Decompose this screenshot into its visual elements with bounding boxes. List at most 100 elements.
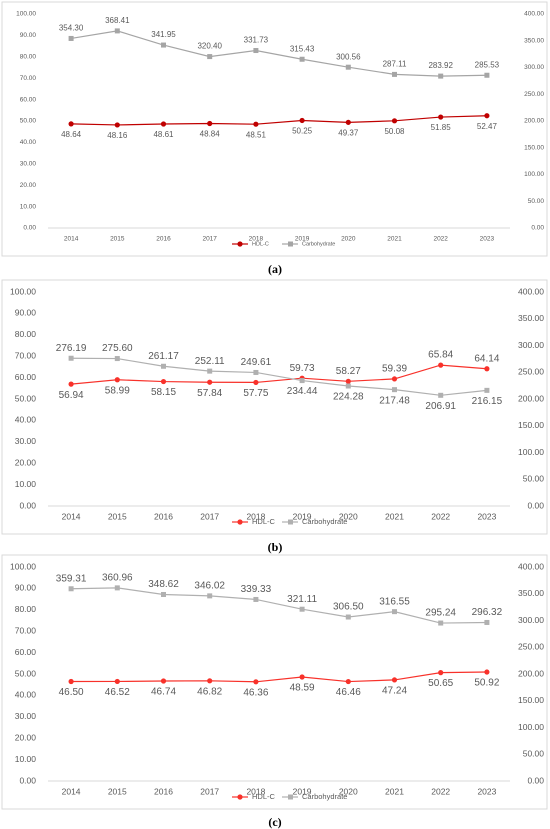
y2-tick-label: 300.00 bbox=[518, 340, 544, 350]
x-tick-label: 2019 bbox=[293, 511, 312, 521]
y2-tick-label: 300.00 bbox=[518, 615, 544, 625]
y-tick-label: 50.00 bbox=[15, 668, 37, 678]
marker bbox=[207, 678, 213, 684]
y2-tick-label: 50.00 bbox=[523, 749, 545, 759]
marker bbox=[345, 614, 351, 620]
marker bbox=[207, 54, 213, 60]
data-label: 206.91 bbox=[425, 401, 456, 412]
y2-tick-label: 400.00 bbox=[518, 561, 544, 571]
y-tick-label: 10.00 bbox=[20, 203, 37, 210]
marker bbox=[391, 376, 398, 382]
data-label: 348.62 bbox=[148, 579, 179, 590]
data-label: 48.64 bbox=[61, 130, 82, 139]
y-tick-label: 20.00 bbox=[20, 182, 37, 189]
marker bbox=[299, 56, 305, 62]
marker bbox=[160, 678, 167, 684]
x-tick-label: 2014 bbox=[62, 511, 81, 521]
x-tick-label: 2017 bbox=[202, 236, 217, 243]
marker bbox=[253, 369, 259, 375]
marker bbox=[299, 674, 305, 680]
y2-tick-label: 250.00 bbox=[518, 367, 544, 377]
marker bbox=[484, 72, 490, 78]
data-label: 275.60 bbox=[102, 343, 133, 354]
legend-marker bbox=[237, 519, 243, 525]
marker bbox=[484, 387, 490, 393]
data-label: 51.85 bbox=[431, 123, 452, 132]
y2-tick-label: 300.00 bbox=[524, 64, 544, 71]
marker bbox=[392, 71, 397, 77]
y2-tick-label: 50.00 bbox=[523, 474, 545, 484]
data-label: 341.95 bbox=[151, 30, 176, 39]
x-tick-label: 2021 bbox=[387, 236, 402, 243]
marker bbox=[299, 378, 305, 384]
y-tick-label: 40.00 bbox=[20, 139, 37, 146]
y-tick-label: 0.00 bbox=[23, 225, 36, 232]
data-label: 65.84 bbox=[428, 350, 453, 361]
marker bbox=[253, 679, 259, 685]
x-tick-label: 2021 bbox=[385, 786, 404, 796]
data-label: 46.36 bbox=[243, 687, 268, 698]
data-label: 58.15 bbox=[151, 387, 176, 398]
x-tick-label: 2016 bbox=[154, 511, 173, 521]
x-tick-label: 2020 bbox=[341, 236, 356, 243]
x-tick-label: 2021 bbox=[385, 511, 404, 521]
y-tick-label: 20.00 bbox=[15, 732, 37, 742]
series-line bbox=[71, 587, 487, 624]
data-label: 360.96 bbox=[102, 573, 133, 584]
x-tick-label: 2023 bbox=[477, 786, 496, 796]
y2-tick-label: 0.00 bbox=[527, 500, 544, 510]
marker bbox=[114, 678, 120, 685]
y-tick-label: 100.00 bbox=[16, 11, 36, 18]
marker bbox=[438, 670, 444, 676]
data-label: 276.19 bbox=[56, 343, 87, 354]
data-label: 295.24 bbox=[425, 608, 456, 619]
data-label: 315.43 bbox=[290, 44, 315, 53]
x-tick-label: 2014 bbox=[62, 786, 81, 796]
legend-label: Carbohydrate bbox=[302, 792, 347, 801]
marker bbox=[345, 383, 351, 389]
marker bbox=[68, 586, 74, 592]
y2-tick-label: 50.00 bbox=[528, 198, 545, 205]
data-label: 50.65 bbox=[428, 678, 453, 689]
marker bbox=[484, 669, 490, 675]
marker bbox=[391, 118, 398, 124]
y-tick-label: 80.00 bbox=[15, 604, 37, 614]
y-tick-label: 30.00 bbox=[20, 161, 37, 168]
data-label: 48.51 bbox=[246, 130, 267, 139]
y-tick-label: 80.00 bbox=[15, 329, 37, 339]
data-label: 285.53 bbox=[475, 60, 500, 69]
y-tick-label: 50.00 bbox=[20, 118, 37, 125]
marker bbox=[160, 121, 167, 127]
y2-tick-label: 350.00 bbox=[518, 588, 544, 598]
x-tick-label: 2023 bbox=[477, 511, 496, 521]
y2-tick-label: 150.00 bbox=[518, 695, 544, 705]
data-label: 296.32 bbox=[472, 607, 503, 618]
y-tick-label: 70.00 bbox=[15, 625, 37, 635]
marker bbox=[114, 122, 120, 128]
caption: (c) bbox=[268, 815, 281, 829]
x-tick-label: 2017 bbox=[200, 511, 219, 521]
x-tick-label: 2020 bbox=[339, 511, 358, 521]
data-label: 50.92 bbox=[474, 678, 499, 689]
y2-tick-label: 100.00 bbox=[524, 171, 544, 178]
data-label: 59.39 bbox=[382, 364, 407, 375]
x-tick-label: 2018 bbox=[246, 511, 265, 521]
y-tick-label: 40.00 bbox=[15, 690, 37, 700]
data-label: 57.75 bbox=[243, 388, 268, 399]
data-label: 46.82 bbox=[197, 686, 222, 697]
legend-label: HDL-C bbox=[252, 241, 269, 247]
y-tick-label: 10.00 bbox=[15, 479, 37, 489]
caption: (b) bbox=[268, 540, 283, 554]
x-tick-label: 2020 bbox=[339, 786, 358, 796]
marker bbox=[68, 678, 74, 685]
data-label: 58.99 bbox=[105, 385, 130, 396]
marker bbox=[68, 35, 74, 41]
data-label: 354.30 bbox=[59, 24, 84, 33]
series-line bbox=[71, 30, 487, 77]
data-label: 287.11 bbox=[383, 60, 407, 69]
y2-tick-label: 350.00 bbox=[518, 313, 544, 323]
y-tick-label: 90.00 bbox=[15, 308, 37, 318]
marker bbox=[438, 73, 444, 79]
series-line bbox=[71, 357, 487, 396]
